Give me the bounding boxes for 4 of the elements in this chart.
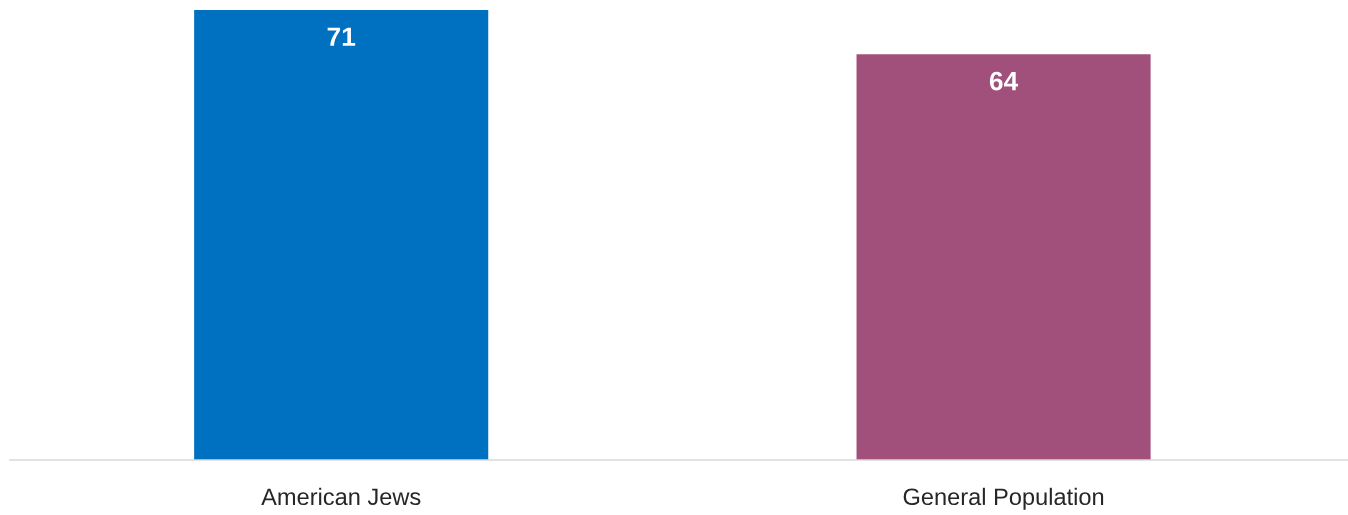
x-tick-label: General Population <box>903 487 1104 510</box>
x-tick-label: American Jews <box>261 487 421 506</box>
data-label: 64 <box>989 71 1019 91</box>
data-label: 71 <box>327 27 356 46</box>
